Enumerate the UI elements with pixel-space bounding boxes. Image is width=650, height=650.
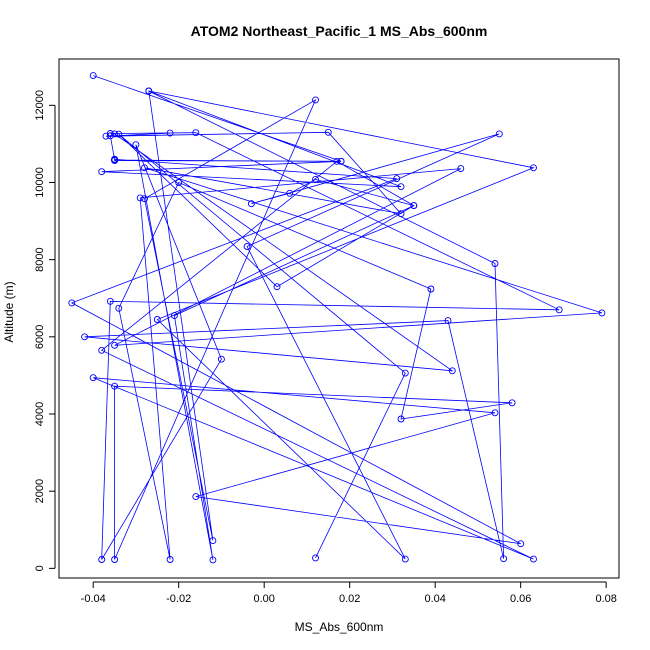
- data-point-30: [217, 355, 225, 363]
- data-point-54: [141, 195, 148, 203]
- data-point-43: [457, 165, 465, 173]
- y-axis: 0 2000 4000 6000 8000 10000 12000: [34, 90, 56, 571]
- data-point-28: [209, 556, 217, 564]
- data-point-8: [81, 333, 89, 341]
- y-tick-label-6: 12000: [34, 90, 46, 121]
- data-point-10: [111, 130, 119, 138]
- data-point-62: [247, 200, 255, 208]
- data-point-39: [397, 210, 405, 218]
- data-point-67: [115, 130, 123, 138]
- data-point-3: [397, 183, 405, 191]
- data-point-21: [491, 409, 499, 417]
- data-point-31: [98, 556, 106, 563]
- data-point-18: [68, 299, 76, 307]
- data-point-34: [192, 129, 200, 137]
- series-line: [70, 75, 603, 560]
- data-point-42: [111, 341, 119, 349]
- data-point-69: [312, 554, 319, 562]
- data-point-57: [530, 164, 537, 172]
- data-point-2: [98, 168, 106, 176]
- data-point-6: [500, 555, 508, 563]
- data-point-61: [495, 130, 503, 138]
- data-point-65: [410, 202, 418, 210]
- data-point-64: [312, 175, 319, 183]
- data-point-32: [106, 297, 114, 305]
- data-point-46: [115, 304, 123, 312]
- data-point-49: [397, 415, 405, 423]
- x-tick-label-2: 0.00: [253, 593, 274, 605]
- chart-title: ATOM2 Northeast_Pacific_1 MS_Abs_600nm: [191, 23, 488, 39]
- data-point-60: [243, 243, 251, 250]
- data-point-5: [491, 260, 499, 267]
- data-point-19: [517, 540, 525, 548]
- data-point-27: [170, 312, 178, 320]
- y-tick-label-3: 6000: [34, 325, 46, 349]
- data-point-44: [136, 194, 144, 202]
- data-point-66: [273, 283, 281, 291]
- data-point-40: [141, 164, 148, 172]
- data-point-51: [111, 382, 119, 390]
- data-point-59: [401, 555, 409, 563]
- plot-frame: [58, 58, 620, 579]
- data-point-56: [145, 87, 153, 95]
- data-point-52: [111, 556, 119, 563]
- data-point-41: [598, 309, 606, 317]
- data-point-24: [98, 346, 106, 354]
- data-point-38: [324, 128, 332, 136]
- x-axis-label: MS_Abs_600nm: [295, 620, 384, 634]
- x-tick-label-6: 0.08: [595, 593, 616, 605]
- data-point-14: [337, 157, 345, 165]
- data-point-16: [111, 155, 119, 163]
- y-tick-label-1: 2000: [34, 479, 46, 503]
- x-tick-label-5: 0.06: [510, 593, 531, 605]
- y-tick-label-2: 4000: [34, 402, 46, 426]
- data-point-55: [209, 537, 217, 545]
- y-tick-label-5: 10000: [34, 167, 46, 198]
- data-point-33: [555, 306, 563, 314]
- data-point-58: [153, 316, 161, 323]
- data-point-22: [89, 374, 97, 382]
- y-tick-label-0: 0: [34, 565, 46, 571]
- data-point-63: [286, 189, 294, 197]
- y-axis-label: Altitude (m): [2, 281, 16, 342]
- plot-area: [58, 58, 620, 579]
- data-point-20: [192, 493, 200, 501]
- data-point-17: [393, 175, 401, 183]
- data-point-25: [333, 157, 341, 165]
- data-point-47: [175, 179, 183, 186]
- data-point-68: [401, 369, 409, 377]
- data-point-45: [166, 556, 174, 563]
- data-point-53: [312, 96, 319, 104]
- data-point-0: [89, 72, 97, 80]
- data-point-50: [508, 399, 516, 407]
- data-point-23: [530, 555, 537, 563]
- y-tick-label-4: 8000: [34, 247, 46, 271]
- x-tick-label-1: -0.02: [166, 593, 191, 605]
- data-point-29: [132, 141, 140, 149]
- x-tick-label-0: -0.04: [81, 593, 106, 605]
- data-point-48: [427, 285, 435, 293]
- x-tick-label-4: 0.04: [424, 593, 445, 605]
- data-point-9: [448, 367, 456, 375]
- data-point-37: [102, 132, 110, 140]
- x-axis: -0.04 -0.02 0.00 0.02 0.04 0.06 0.08: [81, 581, 617, 605]
- data-point-11: [106, 132, 114, 140]
- x-tick-label-3: 0.02: [339, 593, 360, 605]
- data-point-7: [444, 317, 452, 325]
- data-point-36: [166, 129, 174, 137]
